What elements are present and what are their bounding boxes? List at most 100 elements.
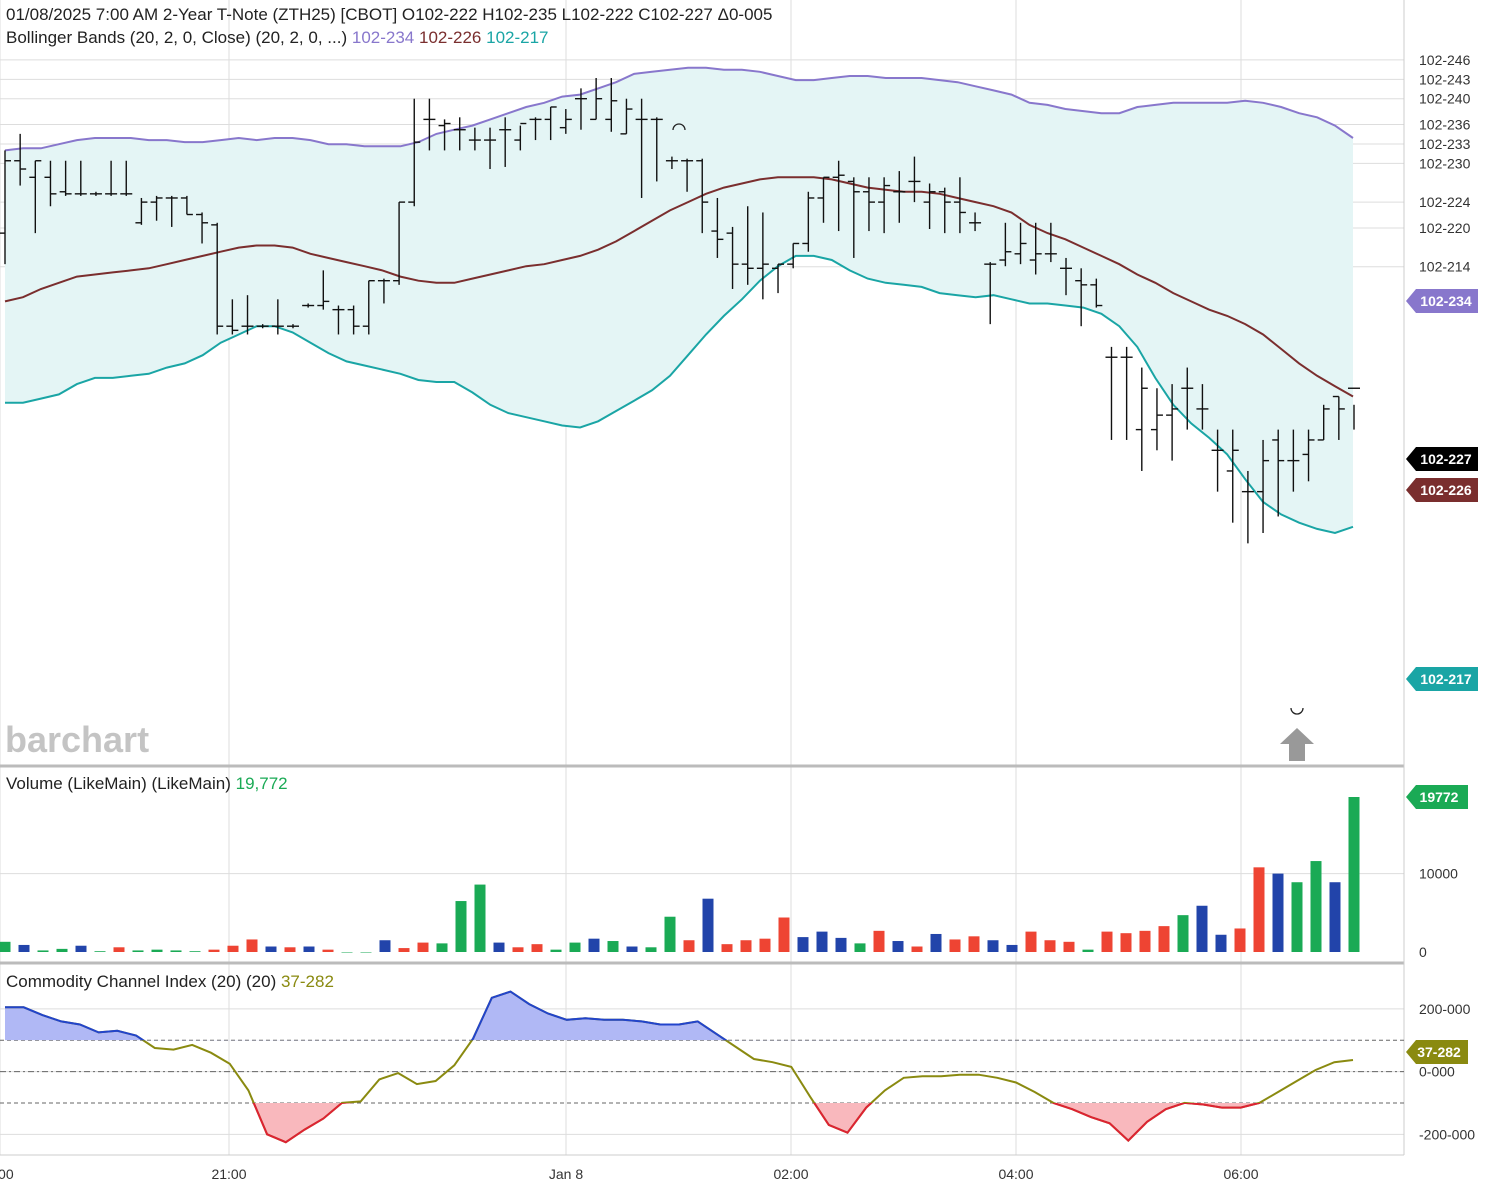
time-tick-label: 04:00 [998,1166,1033,1182]
volume-bar [265,946,277,952]
volume-legend-title: Volume (LikeMain) (LikeMain) [6,774,231,793]
volume-bar [1101,931,1113,952]
price-bar [347,305,360,335]
price-tick-label: 102-224 [1419,194,1471,210]
price-bar [150,195,163,221]
arrow-up-icon[interactable] [1280,728,1314,761]
price-bar [256,324,269,329]
volume-bar [1253,867,1265,952]
badge-upper: 102-234 [1406,289,1478,313]
volume-bar [607,941,619,952]
price-bar [953,177,966,234]
volume-bar [360,952,372,953]
price-tick-label: 102-214 [1419,259,1471,275]
volume-bar [1139,930,1151,952]
volume-bar [778,917,790,952]
bollinger-bands [4,66,1354,535]
time-tick-label: 06:00 [1223,1166,1258,1182]
price-bar [726,226,739,289]
bollinger-mid-line [4,176,1354,398]
price-bar [165,195,178,227]
price-bar [211,222,224,335]
price-bar [847,177,860,258]
volume-bar [436,943,448,952]
price-bar [1044,222,1057,263]
price-bar [271,299,284,335]
price-bar [1317,404,1330,441]
bollinger-lower-value: 102-217 [486,28,548,47]
volume-bar [493,942,505,952]
time-tick-label: 02:00 [773,1166,808,1182]
bollinger-mid-value: 102-226 [419,28,481,47]
price-bar [756,212,769,300]
price-bar [393,201,406,285]
price-tick-label: 102-230 [1419,155,1471,171]
price-bar [286,324,299,329]
cci-overbought-fill [5,991,726,1041]
price-bar [908,156,921,203]
volume-bar [759,938,771,952]
volume-bar [0,941,11,952]
volume-bar [1234,928,1246,952]
axis-labels: 102-246 102-243 102-240 102-236 102-233 102-2… [0,52,1475,1182]
price-bar [514,122,527,151]
price-bar [590,78,603,121]
watermark-logo: barchart [5,719,149,760]
price-bar [44,160,57,207]
price-bar [1090,278,1103,308]
volume-bar [75,945,87,952]
price-bar [559,109,572,134]
price-tick-label: 102-243 [1419,71,1471,87]
volume-bars [0,797,1360,953]
volume-tick-label: 0 [1419,944,1427,960]
price-bar [544,106,557,141]
price-bar [802,191,815,252]
low-marker-icon [1290,707,1304,715]
volume-bar [132,950,144,952]
volume-bar [18,944,30,952]
volume-bar [873,930,885,952]
volume-legend: Volume (LikeMain) (LikeMain) 19,772 [6,774,288,793]
price-bar [1029,222,1042,275]
price-bar [14,133,27,186]
volume-bar [1120,933,1132,952]
price-bar [241,295,254,335]
price-bar [317,270,330,310]
bollinger-legend-title: Bollinger Bands (20, 2, 0, Close) (20, 2… [6,28,347,47]
volume-bar [569,942,581,952]
bollinger-upper-value: 102-234 [352,28,414,47]
cci-legend: Commodity Channel Index (20) (20) 37-282 [6,972,334,991]
price-bar [1211,429,1224,492]
price-bar [1348,387,1360,430]
price-bar [1272,429,1285,517]
badge-cci: 37-282 [1406,1040,1468,1064]
price-bar [438,119,451,151]
cci-indicator [0,990,1404,1144]
price-bar [665,156,678,170]
volume-bar [854,943,866,952]
volume-bar [1082,949,1094,952]
badge-close: 102-227 [1406,447,1478,471]
price-bar [741,206,754,285]
cci-line-overbought [5,990,728,1041]
volume-bar [949,939,961,952]
price-bar [196,212,209,244]
volume-bar [1063,941,1075,952]
volume-bar [151,949,163,952]
badge-mid-label: 102-226 [1420,482,1472,498]
high-marker-icon [672,123,686,131]
price-bar [1150,388,1163,451]
price-bar [332,305,345,335]
volume-bar [227,945,239,952]
price-bar [635,98,648,198]
volume-bar [892,941,904,952]
price-bar [89,191,102,196]
cci-legend-value: 37-282 [281,972,334,991]
price-bar [499,117,512,167]
volume-bar [626,946,638,952]
time-tick-label: 21:00 [211,1166,246,1182]
price-bar [1332,395,1345,440]
volume-bar [1006,944,1018,952]
